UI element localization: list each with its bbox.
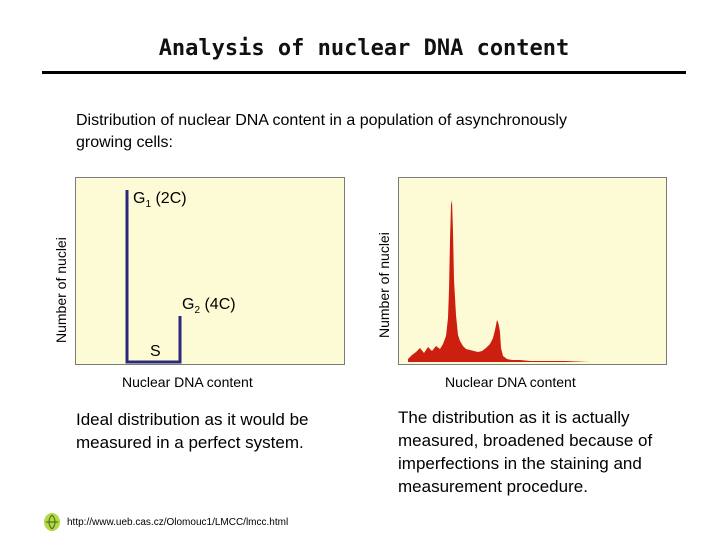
ideal-caption: Ideal distribution as it would be measur… [76,410,309,452]
g2-peak-label: G2 (4C) [182,296,236,316]
g2-content: (4C) [200,296,236,313]
s-phase-label: S [150,343,161,360]
source-url: http://www.ueb.cas.cz/Olomouc1/LMCC/lmcc… [67,517,289,528]
slide-title: Analysis of nuclear DNA content [158,36,570,61]
measured-histogram [408,200,662,362]
g1-letter: G [133,190,146,207]
g1-content: (2C) [151,190,187,207]
measured-y-axis-label: Number of nuclei [376,232,392,338]
g2-subscript: 2 [194,305,201,317]
measured-distribution-panel [398,177,667,365]
g1-subscript: 1 [145,199,152,211]
title-underline [42,71,686,74]
g2-letter: G [182,296,195,313]
measured-x-axis-label: Nuclear DNA content [445,374,576,390]
intro-text: Distribution of nuclear DNA content in a… [76,112,567,151]
measured-caption: The distribution as it is actually measu… [398,408,653,496]
institute-logo-icon [44,513,60,531]
g1-peak-label: G1 (2C) [133,190,187,210]
ideal-distribution-trace [125,190,182,364]
ideal-distribution-panel [75,177,345,365]
ideal-x-axis-label: Nuclear DNA content [122,374,253,390]
